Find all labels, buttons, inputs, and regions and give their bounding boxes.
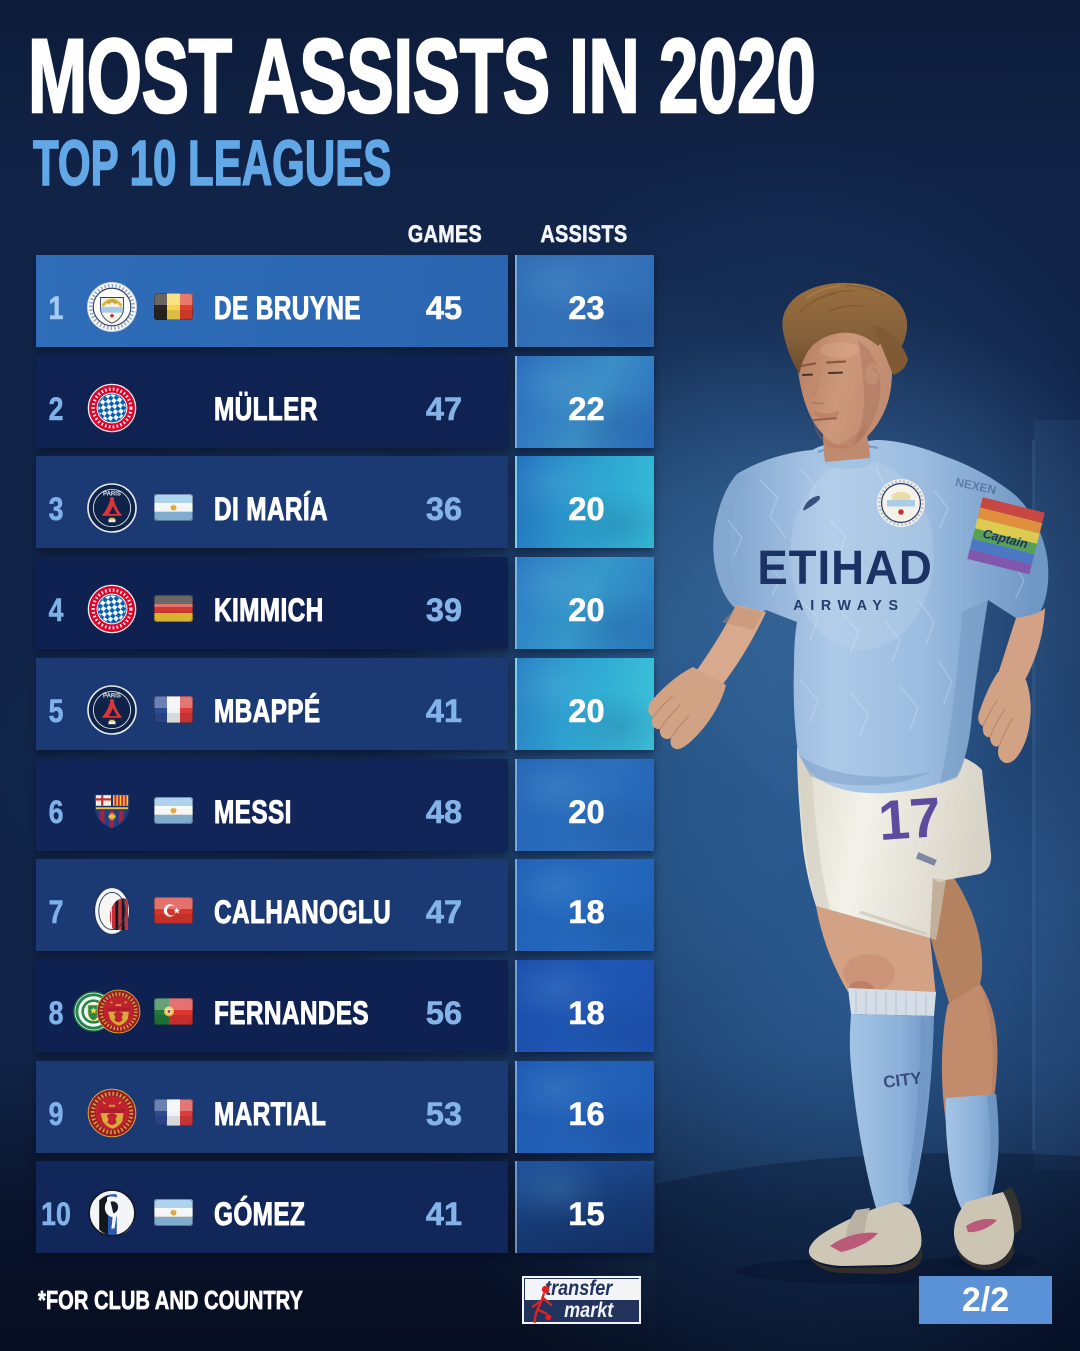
svg-text:ETIHAD: ETIHAD <box>757 541 932 594</box>
svg-text:AIRWAYS: AIRWAYS <box>793 598 904 614</box>
svg-text:Captain: Captain <box>981 527 1029 552</box>
svg-text:PARIS: PARIS <box>103 492 121 498</box>
svg-text:17: 17 <box>876 785 943 852</box>
svg-text:PARIS: PARIS <box>103 694 121 700</box>
svg-text:NEXEN: NEXEN <box>954 475 997 497</box>
svg-text:CITY: CITY <box>882 1068 923 1092</box>
